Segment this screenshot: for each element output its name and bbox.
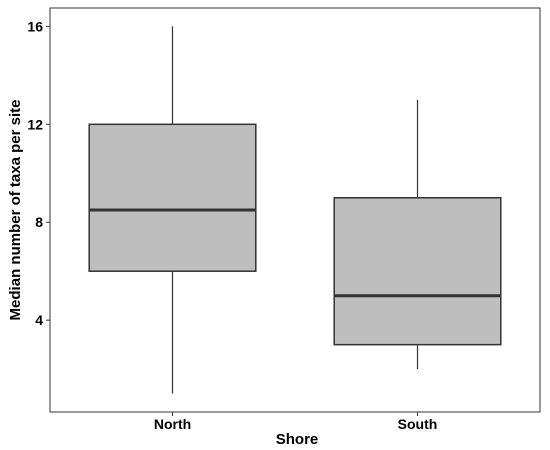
box-plot-marks (88, 26, 502, 394)
box-south (333, 99, 502, 370)
y-axis: 4 8 12 16 (27, 18, 50, 328)
box-north (88, 26, 257, 394)
y-tick-label: 4 (35, 312, 43, 328)
x-tick-label: North (154, 416, 191, 432)
y-tick-label: 8 (35, 214, 43, 230)
y-axis-title: Median number of taxa per site (7, 100, 24, 321)
y-tick-label: 16 (27, 18, 43, 34)
x-axis-title: Shore (276, 431, 319, 448)
x-axis: North South (154, 412, 437, 432)
y-tick-label: 12 (27, 116, 43, 132)
iqr-box-south (333, 197, 502, 346)
iqr-box-north (88, 123, 257, 272)
x-tick-label: South (398, 416, 438, 432)
